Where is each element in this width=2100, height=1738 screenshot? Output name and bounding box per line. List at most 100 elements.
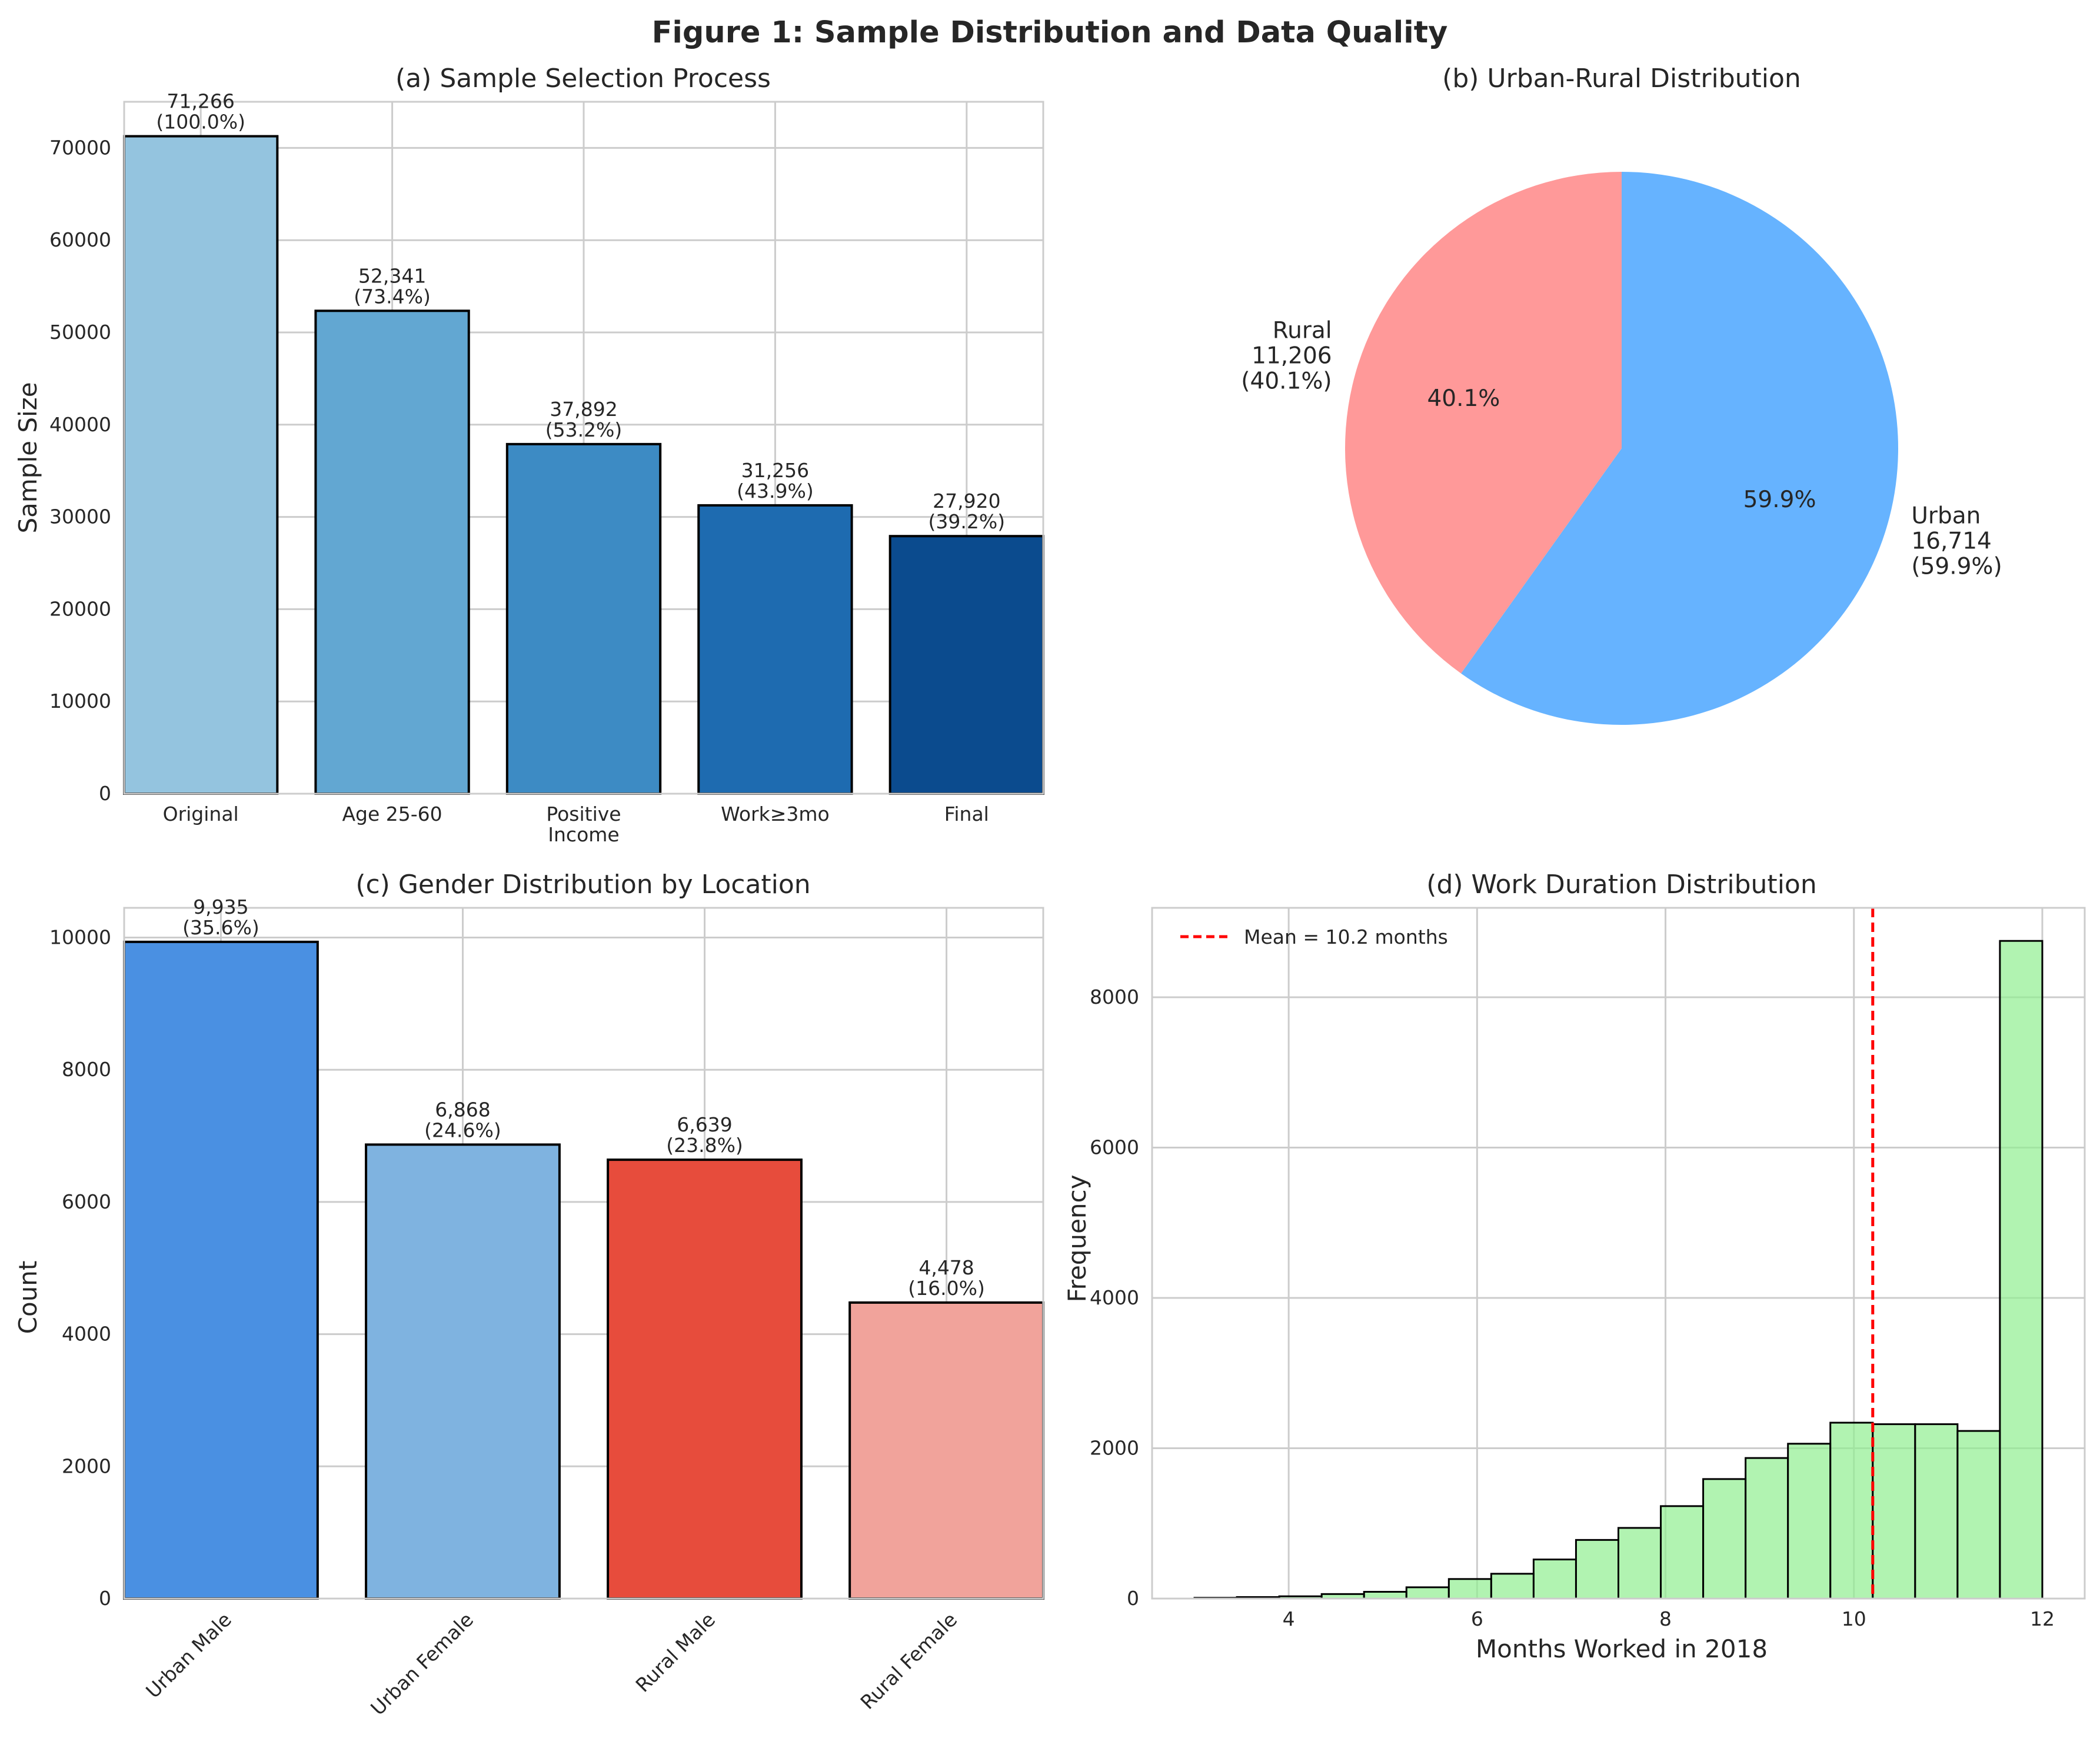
y-tick-label: 70000	[49, 136, 111, 159]
panel-b-pie-labels: 59.9% Urban 16,714 (59.9%) 40.1% Rural 11,206(…	[1241, 317, 2002, 580]
pie-outer-label: Rural 11,206 (40.1%)	[1241, 317, 1332, 394]
panel-c-frame	[123, 907, 1044, 1600]
y-tick-label: 4000	[1090, 1286, 1139, 1309]
y-tick-label: 6000	[1090, 1136, 1139, 1159]
x-tick-label: Work≥3mo	[721, 803, 830, 825]
y-tick-label: 10000	[49, 926, 111, 949]
legend-mean-label: Mean = 10.2 months	[1244, 925, 1448, 948]
histogram-bar	[1914, 1423, 1959, 1600]
x-tick-label: Rural Male	[631, 1608, 720, 1697]
y-tick-label: 20000	[49, 597, 111, 620]
x-tick-label: 4	[1283, 1607, 1295, 1630]
histogram-bar	[1745, 1457, 1789, 1600]
x-tick-label: Positive Income	[546, 803, 621, 846]
x-tick-label: Urban Male	[141, 1608, 236, 1703]
panel-a-data-labels: 71,266 (100.0%) 52,341 (73.4%) 37,892 (53.2%)…	[156, 90, 1005, 534]
panel-d-legend: Mean = 10.2 months	[1180, 925, 1448, 948]
bar-value-label: 31,256 (43.9%)	[737, 459, 814, 502]
y-tick-label: 4000	[62, 1323, 111, 1346]
y-tick-label: 40000	[49, 413, 111, 436]
x-tick-label: Age 25-60	[342, 803, 442, 825]
histogram-bar	[1405, 1586, 1450, 1600]
panel-d-y-axis-label: Frequency	[1063, 1175, 1091, 1303]
x-tick-label: Rural Female	[856, 1608, 962, 1714]
y-tick-label: 50000	[49, 321, 111, 344]
y-tick-label: 30000	[49, 505, 111, 528]
panel-d-histogram-bars	[1193, 940, 2044, 1600]
pie-slice-urban	[1461, 172, 1898, 725]
y-tick-label: 0	[1127, 1587, 1139, 1610]
y-tick-label: 0	[99, 1587, 111, 1610]
figure-title: Figure 1: Sample Distribution and Data Q…	[652, 15, 1448, 50]
bar-final	[888, 535, 1044, 795]
y-tick-label: 10000	[49, 690, 111, 712]
panel-b-pie	[1345, 172, 1898, 725]
y-tick-label: 0	[99, 782, 111, 805]
panel-d-title: (d) Work Duration Distribution	[1426, 870, 1816, 900]
bar-original	[123, 135, 279, 795]
bar-value-label: 6,639 (23.8%)	[666, 1113, 743, 1157]
bar-value-label: 4,478 (16.0%)	[908, 1256, 985, 1300]
pie-percent-label: 40.1%	[1427, 385, 1500, 412]
y-tick-label: 2000	[1090, 1437, 1139, 1460]
bar-positive-income	[505, 442, 662, 795]
bar-urban-female	[365, 1143, 561, 1600]
histogram-bar	[1447, 1578, 1492, 1600]
bar-rural-female	[848, 1301, 1044, 1600]
bar-rural-male	[607, 1158, 803, 1600]
pie-outer-label: Urban 16,714 (59.9%)	[1911, 503, 2002, 580]
histogram-bar	[1618, 1527, 1662, 1600]
y-tick-label: 8000	[62, 1058, 111, 1081]
y-tick-label: 60000	[49, 228, 111, 251]
x-tick-label: 6	[1471, 1607, 1483, 1630]
x-tick-label: 12	[2030, 1607, 2055, 1630]
panel-d-work-duration: (d) Work Duration Distribution Frequency…	[1063, 870, 2086, 1663]
histogram-bar	[1490, 1573, 1535, 1600]
histogram-bar	[1787, 1443, 1832, 1600]
panel-d-x-axis-label: Months Worked in 2018	[1476, 1634, 1768, 1663]
panel-b-urban-rural: (b) Urban-Rural Distribution 59.9% Urban 1…	[1241, 64, 2002, 725]
bar-value-label: 27,920 (39.2%)	[928, 490, 1006, 533]
histogram-bar	[1532, 1559, 1577, 1600]
panel-c-gender-location: (c) Gender Distribution by Location Coun…	[14, 870, 1044, 1720]
histogram-bar	[1829, 1421, 1874, 1600]
x-tick-label: 10	[1842, 1607, 1866, 1630]
bar-value-label: 71,266 (100.0%)	[156, 90, 245, 134]
pie-percent-label: 59.9%	[1743, 487, 1816, 513]
panel-c-title: (c) Gender Distribution by Location	[355, 870, 810, 900]
histogram-bar	[1872, 1423, 1916, 1600]
histogram-bar	[1702, 1478, 1747, 1600]
panel-c-bars	[123, 940, 1044, 1600]
bar-value-label: 37,892 (53.2%)	[545, 398, 623, 441]
x-tick-label: Original	[163, 803, 239, 825]
bar-value-label: 6,868 (24.6%)	[424, 1098, 501, 1141]
bar-age-25-60	[314, 309, 470, 795]
panel-d-frame	[1151, 907, 2086, 1600]
panel-b-title: (b) Urban-Rural Distribution	[1442, 64, 1801, 94]
panel-a-sample-selection: (a) Sample Selection Process Sample Size…	[14, 64, 1044, 846]
y-tick-label: 6000	[62, 1190, 111, 1213]
panel-a-y-axis-label: Sample Size	[14, 382, 42, 533]
bar-value-label: 9,935 (35.6%)	[182, 895, 259, 939]
panel-a-title: (a) Sample Selection Process	[395, 64, 771, 94]
histogram-bar	[1660, 1505, 1705, 1600]
pie-slice-rural	[1345, 172, 1622, 674]
bar-value-label: 52,341 (73.4%)	[354, 264, 431, 308]
panel-c-y-axis-label: Count	[14, 1261, 42, 1334]
panel-c-data-labels: 9,935 (35.6%) 6,868 (24.6%) 6,639 (23.8%) 4,47…	[182, 895, 985, 1300]
bar-urban-male	[123, 940, 319, 1600]
x-tick-label: Urban Female	[366, 1608, 478, 1720]
bar-work-3mo	[697, 504, 853, 795]
x-tick-label: 8	[1659, 1607, 1672, 1630]
panel-a-bars	[123, 135, 1044, 795]
y-tick-label: 8000	[1090, 985, 1139, 1008]
x-tick-label: Final	[944, 803, 989, 825]
histogram-bar	[1999, 940, 2044, 1600]
histogram-bar	[1363, 1591, 1407, 1600]
y-tick-label: 2000	[62, 1454, 111, 1477]
panel-a-tick-labels: 0 10000 20000 30000 40000 50000 60000 70000 Orig…	[49, 136, 989, 846]
panel-d-tick-labels: 0 2000 4000 6000 8000 4 6 8 10 12	[1090, 985, 2055, 1630]
histogram-bar	[1575, 1539, 1620, 1600]
histogram-bar	[1956, 1430, 2001, 1600]
